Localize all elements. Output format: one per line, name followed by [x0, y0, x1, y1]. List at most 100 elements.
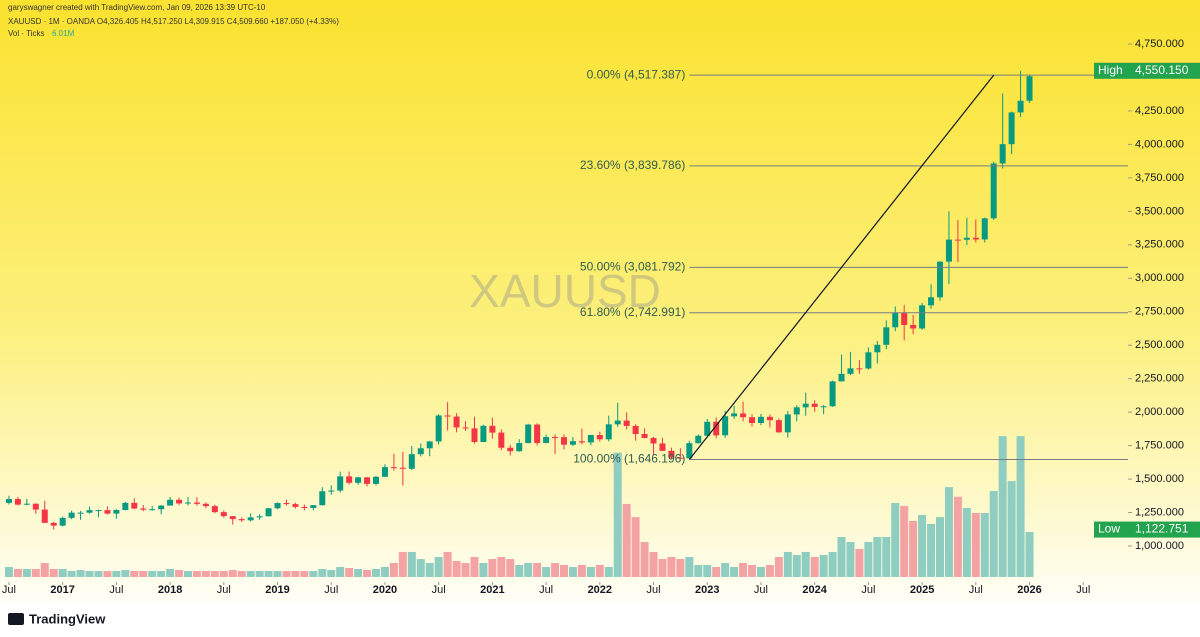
volume-bar	[953, 496, 962, 577]
candle-body	[435, 415, 442, 442]
volume-bar	[246, 571, 255, 577]
x-tick-label: Jul	[969, 584, 983, 596]
volume-bar	[31, 568, 40, 577]
candle-body	[561, 437, 567, 445]
candle-body	[176, 499, 183, 504]
volume-bar	[739, 562, 748, 577]
volume-bar	[900, 505, 909, 577]
x-tick-label: 2025	[910, 584, 934, 596]
candle-body	[292, 504, 299, 507]
candle-body	[113, 509, 120, 514]
volume-bar	[398, 551, 407, 577]
fib-level-label: 100.00% (1,646.196)	[573, 452, 685, 466]
price-label-box	[1094, 62, 1200, 79]
candle-body	[668, 450, 675, 458]
volume-bar	[864, 542, 873, 577]
volume-bar	[828, 551, 837, 577]
volume-bar	[255, 571, 264, 577]
candle-body	[238, 519, 245, 521]
volume-bar	[354, 568, 363, 577]
y-tick-label: 2,500.000	[1135, 339, 1184, 351]
candle-body	[364, 477, 371, 484]
volume-bar	[434, 556, 443, 577]
volume-bar	[237, 571, 246, 577]
volume-bar	[13, 568, 22, 577]
x-tick-label: 2023	[695, 584, 719, 596]
candle-body	[972, 237, 979, 240]
volume-bar	[533, 562, 542, 577]
volume-bar	[121, 570, 130, 577]
volume-bar	[470, 556, 479, 577]
volume-bar	[837, 536, 846, 577]
volume-bar	[479, 562, 488, 577]
candle-body	[981, 218, 988, 240]
candle-body	[650, 437, 657, 444]
candle-body	[41, 509, 48, 523]
volume-bar	[4, 566, 13, 577]
volume-name: Vol · Ticks	[8, 29, 44, 38]
volume-bar	[613, 452, 622, 577]
volume-bar	[944, 487, 953, 577]
candle-body	[1008, 112, 1015, 145]
volume-bar	[595, 565, 604, 577]
volume-bar	[264, 571, 273, 577]
volume-bar	[130, 571, 139, 577]
volume-bar	[891, 502, 900, 577]
y-tick-label: 3,500.000	[1135, 205, 1184, 217]
volume-bar	[139, 571, 148, 577]
volume-value: 6.01M	[52, 29, 75, 38]
volume-bar	[1016, 436, 1025, 577]
volume-bar	[210, 571, 219, 577]
candle-body	[829, 381, 836, 407]
symbol-line: XAUUSD · 1M · OANDA O4,326.405 H4,517.25…	[8, 17, 339, 26]
candle-body	[77, 512, 84, 514]
candle-body	[937, 261, 943, 298]
candle-body	[417, 448, 424, 455]
volume-bar	[201, 571, 210, 577]
candle-body	[1017, 100, 1024, 113]
price-label-name: High	[1098, 63, 1123, 77]
volume-bar	[166, 568, 175, 577]
x-tick-label: Jul	[754, 584, 768, 596]
volume-bar	[855, 548, 864, 577]
candle-body	[632, 425, 639, 434]
candle-body	[471, 428, 478, 442]
candle-body	[283, 503, 290, 505]
volume-bar	[730, 566, 739, 577]
volume-bar	[927, 523, 936, 577]
volume-bar	[1025, 531, 1034, 577]
volume-bar	[649, 551, 658, 577]
candle-body	[757, 416, 764, 423]
candle-body	[220, 512, 227, 517]
candle-body	[784, 414, 791, 433]
price-label-value: 1,122.751	[1135, 522, 1189, 536]
fib-level-label: 61.80% (2,742.991)	[580, 305, 685, 319]
x-tick-label: Jul	[861, 584, 875, 596]
candle-body	[14, 499, 21, 505]
volume-bar	[640, 542, 649, 577]
volume-bar	[810, 556, 819, 577]
candle-body	[202, 503, 209, 507]
footer-bar	[0, 602, 1200, 637]
candle-body	[355, 477, 362, 483]
y-tick-label: 1,750.000	[1135, 440, 1184, 452]
candle-body	[811, 403, 818, 407]
volume-bar	[380, 566, 389, 577]
x-tick-label: Jul	[539, 584, 553, 596]
volume-bar	[676, 559, 685, 577]
candle-body	[498, 432, 505, 448]
candle-body	[319, 491, 326, 506]
candle-body	[596, 435, 603, 440]
candle-body	[59, 517, 66, 526]
y-tick-label: 4,250.000	[1135, 105, 1184, 117]
price-label-name: Low	[1098, 522, 1120, 536]
candle-body	[543, 437, 550, 443]
y-tick-label: 4,750.000	[1135, 38, 1184, 50]
volume-bar	[577, 565, 586, 577]
candle-body	[740, 413, 747, 418]
volume-bar	[407, 551, 416, 577]
candle-body	[149, 509, 156, 511]
candle-body	[131, 502, 138, 509]
candle-body	[444, 415, 451, 417]
